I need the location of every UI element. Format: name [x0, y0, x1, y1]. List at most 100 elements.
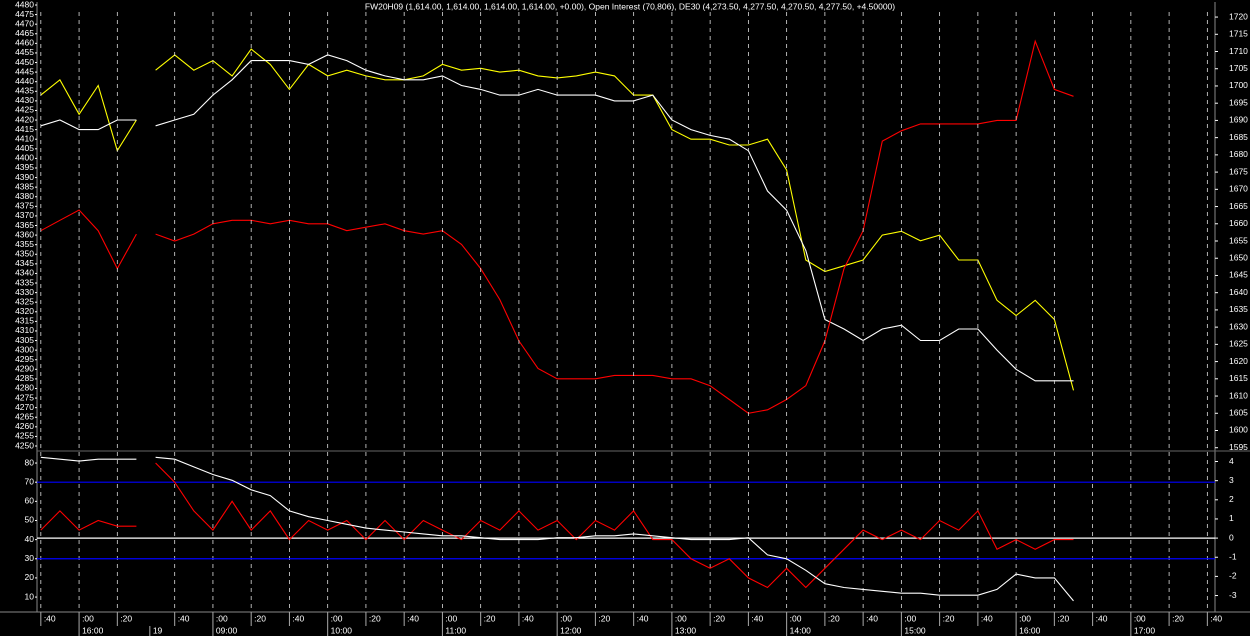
y-tick-label: 4480 — [15, 0, 34, 9]
x-tick-label: :40 — [292, 613, 304, 623]
y2-tick-label: 0 — [1229, 532, 1234, 542]
hour-label: 14:00 — [790, 625, 812, 635]
y-tick-label: 4310 — [15, 325, 34, 335]
x-tick-label: :40 — [981, 613, 993, 623]
y-tick-label: 4380 — [15, 191, 34, 201]
hour-label: 15:00 — [904, 625, 926, 635]
y2-tick-label: 1680 — [1229, 149, 1248, 159]
y-tick-label: 4375 — [15, 201, 34, 211]
y-tick-label: 4320 — [15, 306, 34, 316]
series-line — [40, 462, 1074, 589]
x-tick-label: :20 — [1172, 613, 1184, 623]
y2-tick-label: 1715 — [1229, 29, 1248, 39]
x-tick-label: :20 — [254, 613, 266, 623]
y2-tick-label: 1675 — [1229, 166, 1248, 176]
y-tick-label: 4290 — [15, 364, 34, 374]
y2-tick-label: 1620 — [1229, 356, 1248, 366]
series-line — [40, 54, 1074, 382]
y2-tick-label: 1615 — [1229, 373, 1248, 383]
y2-tick-label: 3 — [1229, 475, 1234, 485]
y-tick-label: 4270 — [15, 402, 34, 412]
y2-tick-label: 1600 — [1229, 425, 1248, 435]
y-tick-label: 4385 — [15, 181, 34, 191]
x-tick-label: :40 — [522, 613, 534, 623]
y-tick-label: 4440 — [15, 76, 34, 86]
y2-tick-label: 1655 — [1229, 235, 1248, 245]
series-line — [40, 456, 1074, 602]
x-tick-label: :20 — [1057, 613, 1069, 623]
y-tick-label: 4360 — [15, 229, 34, 239]
y-tick-label: 4395 — [15, 162, 34, 172]
x-tick-label: :40 — [44, 613, 56, 623]
y2-tick-label: -3 — [1229, 590, 1237, 600]
x-tick-label: :20 — [713, 613, 725, 623]
x-tick-label: :40 — [866, 613, 878, 623]
y-tick-label: 4475 — [15, 9, 34, 19]
y-tick-label: 4435 — [15, 86, 34, 96]
y-tick-label: 20 — [25, 572, 35, 582]
y2-tick-label: 4 — [1229, 456, 1234, 466]
y2-tick-label: 1635 — [1229, 304, 1248, 314]
x-tick-label: :00 — [1134, 613, 1146, 623]
y-tick-label: 50 — [25, 515, 35, 525]
y-tick-label: 4415 — [15, 124, 34, 134]
hour-label: 16:00 — [1019, 625, 1041, 635]
y-tick-label: 4410 — [15, 133, 34, 143]
x-tick-label: :40 — [407, 613, 419, 623]
y2-tick-label: 1640 — [1229, 287, 1248, 297]
y-tick-label: 10 — [25, 591, 35, 601]
y-tick-label: 4335 — [15, 277, 34, 287]
y2-tick-label: 1705 — [1229, 63, 1248, 73]
x-tick-label: :20 — [120, 613, 132, 623]
x-tick-label: :40 — [637, 613, 649, 623]
y-tick-label: 4295 — [15, 354, 34, 364]
y-tick-label: 4445 — [15, 66, 34, 76]
x-tick-label: :00 — [790, 613, 802, 623]
x-tick-label: :20 — [369, 613, 381, 623]
y-tick-label: 30 — [25, 553, 35, 563]
y2-tick-label: 1650 — [1229, 252, 1248, 262]
chart-title: FW20H09 (1,614.00, 1,614.00, 1,614.00, 1… — [365, 1, 895, 11]
y-tick-label: 4465 — [15, 28, 34, 38]
y-tick-label: 4325 — [15, 296, 34, 306]
x-tick-label: :20 — [943, 613, 955, 623]
y-tick-label: 4260 — [15, 421, 34, 431]
y-tick-label: 4250 — [15, 440, 34, 450]
x-tick-label: :20 — [828, 613, 840, 623]
y-tick-label: 4425 — [15, 105, 34, 115]
x-tick-label: :00 — [675, 613, 687, 623]
hour-label: 11:00 — [445, 625, 466, 635]
y-tick-label: 4365 — [15, 220, 34, 230]
x-tick-label: :00 — [445, 613, 457, 623]
x-tick-label: :00 — [82, 613, 94, 623]
y2-tick-label: 1630 — [1229, 321, 1248, 331]
y2-tick-label: 1670 — [1229, 184, 1248, 194]
series-line — [40, 39, 1074, 414]
hour-label: 09:00 — [216, 625, 238, 635]
y-tick-label: 40 — [25, 534, 35, 544]
y-tick-label: 4455 — [15, 47, 34, 57]
y-tick-label: 4420 — [15, 114, 34, 124]
x-tick-label: :20 — [484, 613, 496, 623]
y-tick-label: 4350 — [15, 249, 34, 259]
x-tick-label: :00 — [1019, 613, 1031, 623]
y2-tick-label: 1645 — [1229, 270, 1248, 280]
x-tick-label: :00 — [904, 613, 916, 623]
y2-tick-label: 1595 — [1229, 442, 1248, 452]
y-tick-label: 4275 — [15, 392, 34, 402]
x-tick-label: :40 — [178, 613, 190, 623]
y2-tick-label: -2 — [1229, 571, 1237, 581]
y2-tick-label: -1 — [1229, 551, 1237, 561]
y-tick-label: 4430 — [15, 95, 34, 105]
y-tick-label: 4355 — [15, 239, 34, 249]
y-tick-label: 4265 — [15, 411, 34, 421]
y-tick-label: 4340 — [15, 268, 34, 278]
y-tick-label: 70 — [25, 476, 35, 486]
x-tick-label: :40 — [1210, 613, 1222, 623]
hour-label: 10:00 — [331, 625, 353, 635]
hour-label: 13:00 — [675, 625, 697, 635]
x-tick-label: :00 — [331, 613, 343, 623]
y-tick-label: 4315 — [15, 316, 34, 326]
y2-tick-label: 1660 — [1229, 218, 1248, 228]
